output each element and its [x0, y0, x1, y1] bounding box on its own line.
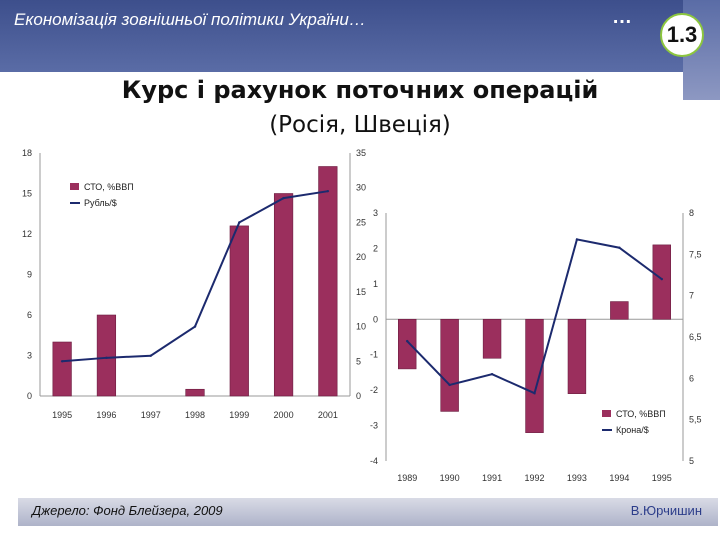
legend-bar-label: СТО, %ВВП — [84, 182, 134, 192]
line-point — [618, 246, 621, 249]
legend-line-label: Рубль/$ — [84, 198, 117, 208]
left-tick-label: 1 — [373, 279, 378, 289]
line-point — [490, 373, 494, 376]
right-tick-label: 30 — [356, 183, 366, 193]
category-label: 1998 — [185, 410, 205, 420]
right-tick-label: 7,5 — [689, 249, 702, 259]
line-point — [406, 339, 409, 343]
bar — [610, 301, 629, 320]
right-tick-label: 6,5 — [689, 332, 702, 342]
bar — [96, 314, 117, 397]
right-tick-label: 5 — [689, 456, 694, 466]
left-tick-label: 9 — [27, 270, 32, 280]
footer-source: Джерело: Фонд Блейзера, 2009 — [32, 503, 223, 518]
line-point — [60, 360, 64, 363]
header-bar — [0, 0, 720, 72]
legend-bar-swatch — [70, 183, 79, 190]
right-tick-label: 20 — [356, 252, 366, 262]
footer-bar — [18, 498, 718, 526]
bar — [273, 193, 294, 397]
category-label: 2000 — [274, 410, 294, 420]
bar — [525, 318, 544, 433]
line-point — [282, 196, 285, 200]
legend-bar-swatch — [602, 410, 611, 417]
left-tick-label: -3 — [370, 421, 378, 431]
line-point — [149, 354, 152, 357]
bar — [185, 388, 205, 397]
category-label: 1999 — [229, 410, 249, 420]
bar — [482, 318, 502, 359]
sweden-chart: -4 -3 -2 -1 0 1 2 3 5 5,5 6 6,5 7 7,5 8 1989 1990 1991 199… — [370, 208, 702, 483]
bar — [52, 341, 72, 397]
category-label: 1990 — [440, 473, 460, 483]
left-tick-label: -1 — [370, 350, 378, 360]
category-label: 1997 — [141, 410, 161, 420]
category-label: 1989 — [397, 473, 417, 483]
right-tick-label: 25 — [356, 217, 366, 227]
right-tick-label: 5 — [356, 356, 361, 366]
category-label: 1996 — [96, 410, 116, 420]
russia-chart: 0 3 6 9 12 15 18 0 5 10 15 20 25 30 35 1995 1996 1997 1998… — [22, 148, 366, 420]
bar — [229, 225, 249, 397]
right-tick-label: 10 — [356, 322, 366, 332]
line-point — [448, 383, 451, 387]
left-tick-label: -2 — [370, 385, 378, 395]
left-tick-label: 2 — [373, 243, 378, 253]
left-tick-label: 6 — [27, 310, 32, 320]
line-point — [193, 325, 197, 328]
bar — [440, 318, 459, 412]
line-point — [575, 238, 579, 241]
slide-subtitle: (Росія, Швеція) — [269, 112, 451, 138]
right-tick-label: 35 — [356, 148, 366, 158]
right-tick-label: 5,5 — [689, 415, 702, 425]
bar — [567, 318, 587, 394]
left-tick-label: 18 — [22, 148, 32, 158]
line-point — [533, 392, 536, 395]
slide-title: Курс і рахунок поточних операцій — [121, 76, 599, 104]
legend-line-label: Крона/$ — [616, 425, 649, 435]
slide-number-badge: 1.3 — [660, 13, 704, 57]
legend-bar-label: СТО, %ВВП — [616, 409, 666, 419]
header-title: Економізація зовнішньої політики України… — [14, 10, 366, 29]
footer-author: В.Юрчишин — [630, 503, 702, 518]
left-tick-label: 3 — [27, 351, 32, 361]
left-tick-label: 12 — [22, 229, 32, 239]
bar — [318, 166, 338, 397]
line-point — [326, 189, 330, 193]
bar — [652, 244, 671, 320]
category-label: 2001 — [318, 410, 338, 420]
left-tick-label: 0 — [27, 391, 32, 401]
left-tick-label: 3 — [373, 208, 378, 218]
line-point — [660, 277, 663, 281]
category-label: 1992 — [524, 473, 544, 483]
line-point — [105, 356, 108, 360]
right-tick-label: 15 — [356, 287, 366, 297]
category-label: 1991 — [482, 473, 502, 483]
right-tick-label: 6 — [689, 373, 694, 383]
left-tick-label: -4 — [370, 456, 378, 466]
category-label: 1993 — [567, 473, 587, 483]
bar — [398, 318, 417, 370]
right-tick-label: 8 — [689, 208, 694, 218]
header-dots: … — [612, 6, 633, 28]
right-tick-label: 0 — [356, 391, 361, 401]
line-point — [238, 221, 241, 224]
category-label: 1995 — [652, 473, 672, 483]
left-tick-label: 15 — [22, 189, 32, 199]
category-label: 1995 — [52, 410, 72, 420]
right-tick-label: 7 — [689, 291, 694, 301]
category-label: 1994 — [609, 473, 629, 483]
left-tick-label: 0 — [373, 314, 378, 324]
